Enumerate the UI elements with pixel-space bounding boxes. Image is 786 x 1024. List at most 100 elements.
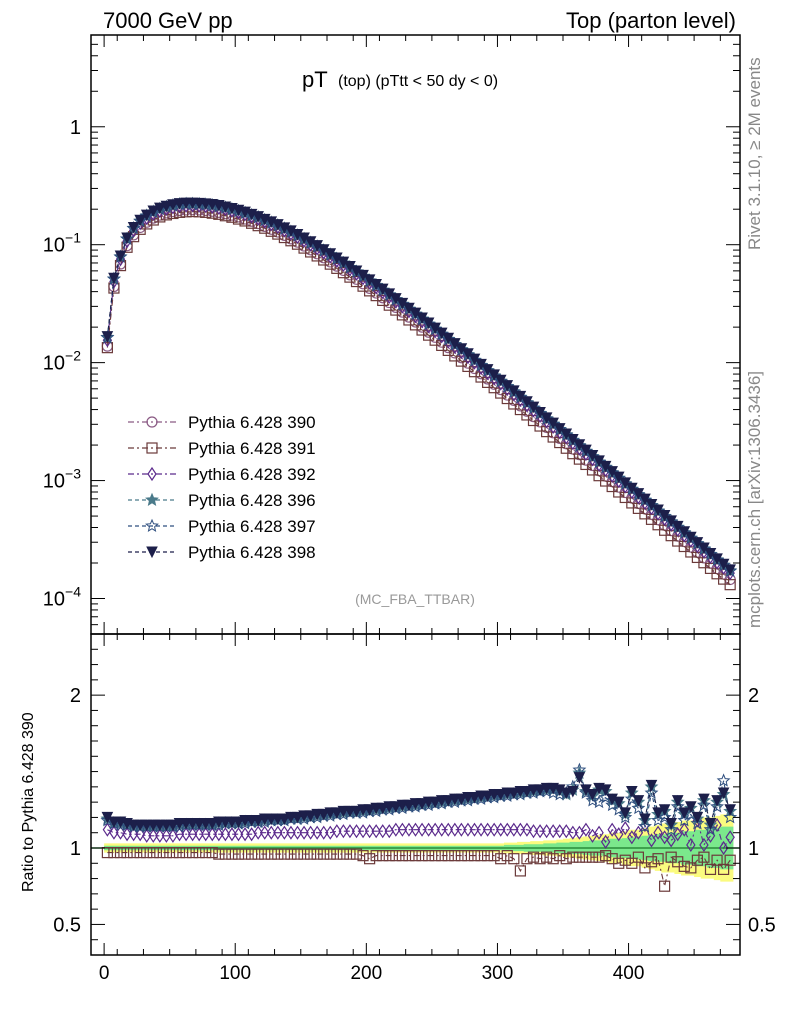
ratio-point <box>319 825 329 840</box>
ratio-point <box>134 846 146 859</box>
ratio-y-tick-label-right: 0.5 <box>748 914 776 936</box>
plot-frames <box>90 34 741 956</box>
ratio-point <box>703 822 718 836</box>
legend-label: Pythia 6.428 390 <box>188 413 316 432</box>
ratio-point <box>462 850 474 862</box>
ratio-point <box>521 853 533 865</box>
ratio-point <box>567 785 579 798</box>
ratio-point <box>358 824 368 839</box>
ratio-point <box>220 827 231 842</box>
ratio-point <box>253 825 263 840</box>
ratio-point <box>155 828 165 843</box>
ratio-point <box>305 848 317 860</box>
ratio-plot-frame <box>90 633 741 956</box>
main-series-5 <box>101 197 736 576</box>
ratio-point <box>442 850 454 862</box>
ratio-point <box>718 863 730 876</box>
ratio-point <box>266 825 276 840</box>
ratio-point <box>219 848 231 860</box>
ratio-point <box>469 822 480 837</box>
ratio-y-tick-label: 0.5 <box>53 914 81 936</box>
ratio-point <box>685 801 697 813</box>
ratio-point <box>318 848 330 860</box>
ratio-point <box>167 846 179 859</box>
ratio-point <box>404 822 414 837</box>
ratio-point <box>659 830 670 845</box>
ratio-point <box>690 816 705 830</box>
x-tick-label: 300 <box>482 963 514 984</box>
legend-label: Pythia 6.428 392 <box>188 465 316 484</box>
ratio-point <box>423 850 435 862</box>
ratio-point <box>495 853 507 865</box>
ratio-point <box>259 848 271 860</box>
ratio-point <box>226 848 238 860</box>
ratio-point <box>679 822 689 837</box>
ratio-point <box>200 846 212 859</box>
ratio-point <box>547 853 559 865</box>
ratio-point <box>450 822 460 837</box>
ratio-point <box>716 773 731 787</box>
ratio-point <box>437 822 447 837</box>
ratio-point <box>476 822 486 837</box>
ratio-point <box>594 825 604 840</box>
ratio-point <box>279 825 290 840</box>
ratio-point <box>671 795 684 807</box>
legend-label: Pythia 6.428 398 <box>188 543 316 562</box>
ratio-point <box>573 772 586 784</box>
ratio-point <box>515 822 526 837</box>
ratio-point <box>115 825 126 840</box>
x-tick-label: 0 <box>99 963 110 984</box>
legend-marker <box>146 442 158 454</box>
ratio-point <box>206 818 219 830</box>
ratio-point <box>286 825 296 840</box>
ratio-point <box>252 814 264 827</box>
ratio-point <box>265 848 277 860</box>
ratio-point <box>509 822 519 837</box>
ratio-point <box>554 850 566 862</box>
y-tick-label: 1 <box>70 117 81 139</box>
main-point <box>114 250 127 263</box>
ratio-point <box>665 818 677 830</box>
ratio-point <box>620 821 630 836</box>
ratio-point <box>207 827 217 842</box>
ratio-point <box>534 784 546 797</box>
ratio-point <box>541 824 552 839</box>
ratio-point <box>194 827 204 842</box>
ratio-series-group <box>100 762 738 892</box>
ratio-point <box>377 850 389 862</box>
ratio-point <box>468 850 481 862</box>
main-point <box>108 272 120 285</box>
legend-entry: Pythia 6.428 392 <box>128 465 316 484</box>
ratio-point <box>442 795 455 807</box>
ratio-point <box>436 850 448 862</box>
ratio-point <box>592 794 607 809</box>
ratio-point <box>233 827 244 842</box>
ratio-point <box>317 808 330 821</box>
ratio-point <box>278 813 291 826</box>
ratio-point <box>535 824 545 839</box>
ratio-point <box>455 793 468 806</box>
ratio-point <box>613 857 625 869</box>
ratio-point <box>568 825 578 840</box>
ratio-point <box>463 822 473 837</box>
ratio-point <box>337 848 349 860</box>
ratio-point <box>541 851 553 863</box>
ratio-point <box>659 880 671 892</box>
ratio-point <box>240 827 250 842</box>
ratio-point <box>312 825 322 840</box>
ratio-point <box>652 807 664 819</box>
ratio-point <box>711 795 723 807</box>
ratio-point <box>449 850 461 862</box>
ratio-point <box>599 784 612 797</box>
ratio-point <box>724 854 736 866</box>
ratio-point <box>252 848 264 860</box>
legend-entry: Pythia 6.428 397 <box>128 517 316 536</box>
ratio-point <box>193 846 205 859</box>
ratio-point <box>304 810 317 823</box>
ratio-point <box>475 850 487 862</box>
ratio-point <box>187 846 199 859</box>
ratio-point <box>614 827 624 842</box>
ratio-point <box>678 807 691 819</box>
ratio-point <box>403 850 415 862</box>
ratio-point <box>141 846 153 859</box>
